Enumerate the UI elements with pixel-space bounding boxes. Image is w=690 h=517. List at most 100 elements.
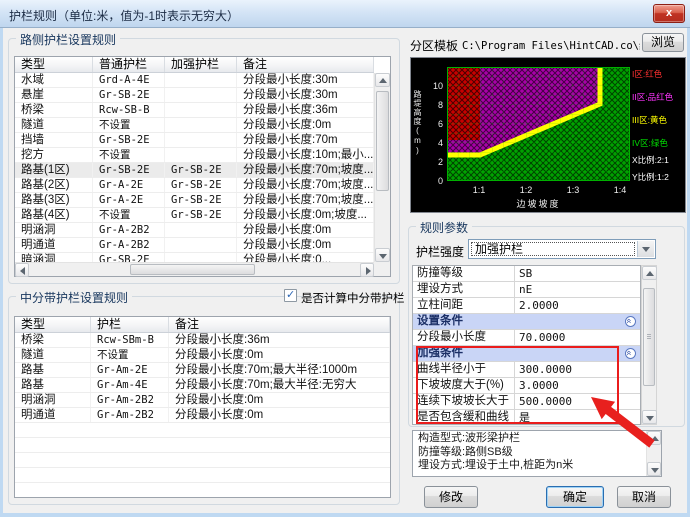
median-table-body: 桥梁 Rcw-SBm-B 分段最小长度:36m 隧道 不设置 分段最小长度:0m… [15,333,390,497]
scroll-up-button[interactable] [642,266,657,280]
arrow-down-icon [651,468,659,473]
cell-note: 分段最小长度:70m [237,133,374,147]
strength-dropdown[interactable]: 加强护栏 [468,239,656,259]
table-row[interactable]: 挡墙 Gr-SB-2E 分段最小长度:70m [15,133,374,148]
col-header-note[interactable]: 备注 [169,317,390,332]
scrollbar-thumb[interactable] [130,264,255,275]
collapse-icon[interactable]: « [625,316,636,327]
cell-note [169,438,390,452]
col-header-type[interactable]: 类型 [15,317,91,332]
table-row[interactable]: 路基(1区) Gr-SB-2E Gr-SB-2E 分段最小长度:70m;坡度..… [15,163,374,178]
table-row[interactable]: 桥梁 Rcw-SBm-B 分段最小长度:36m [15,333,390,348]
table-row[interactable]: 路基 Gr-Am-4E 分段最小长度:70m;最大半径:无穷大 [15,378,390,393]
scroll-down-button[interactable] [647,462,661,476]
scroll-down-button[interactable] [375,248,390,262]
table-row[interactable]: 明通道 Gr-Am-2B2 分段最小长度:0m [15,408,390,423]
table-row[interactable] [15,423,390,438]
cell-strong-rail [165,88,237,102]
col-header-rail[interactable]: 护栏 [91,317,169,332]
col-header-note[interactable]: 备注 [237,57,374,72]
browse-button[interactable]: 浏览 [642,33,684,52]
property-row[interactable]: 连续下坡坡长大于 500.0000 « [413,394,640,410]
table-row[interactable] [15,468,390,483]
grid-vscrollbar[interactable] [641,265,657,425]
scroll-right-button[interactable] [360,263,374,277]
property-name: 设置条件 [417,315,463,327]
x-axis-title: 边坡坡度 [516,199,561,209]
cell-normal-rail: Rcw-SB-B [93,103,165,117]
modify-button[interactable]: 修改 [424,486,478,508]
y-axis-title: 路堤高度(m) [413,90,422,156]
table-row[interactable] [15,453,390,468]
property-value: SB [519,267,533,280]
median-checkbox-label[interactable]: 是否计算中分带护栏 [301,293,405,305]
property-row[interactable]: 下坡坡度大于(%) 3.0000 « [413,378,640,394]
scroll-down-button[interactable] [642,410,657,424]
cell-strong-rail: Gr-SB-2E [165,163,237,177]
property-value: 2.0000 [519,299,559,312]
scrollbar-thumb[interactable] [643,288,655,386]
table-row[interactable]: 隧道 不设置 分段最小长度:0m [15,118,374,133]
dropdown-arrow-button[interactable] [637,241,654,257]
property-row[interactable]: 是否包含缓和曲线 是 « [413,410,640,424]
table-row[interactable]: 路基(3区) Gr-A-2E Gr-SB-2E 分段最小长度:70m;坡度... [15,193,374,208]
table-row[interactable]: 明涵洞 Gr-Am-2B2 分段最小长度:0m [15,393,390,408]
table-row[interactable]: 路基 Gr-Am-2E 分段最小长度:70m;最大半径:1000m [15,363,390,378]
property-row[interactable]: 加强条件 « [413,346,640,362]
roadside-hscrollbar[interactable] [15,262,374,277]
cell-strong-rail: Gr-SB-2E [165,193,237,207]
col-header-type[interactable]: 类型 [15,57,93,72]
table-row[interactable]: 路基(4区) 不设置 Gr-SB-2E 分段最小长度:0m;坡度... [15,208,374,223]
table-row[interactable]: 桥梁 Rcw-SB-B 分段最小长度:36m [15,103,374,118]
cancel-button[interactable]: 取消 [617,486,671,508]
table-row[interactable] [15,438,390,453]
property-value: nE [519,283,533,296]
table-row[interactable]: 水域 Grd-A-4E 分段最小长度:30m [15,73,374,88]
table-row[interactable] [15,483,390,497]
scroll-left-button[interactable] [15,263,29,277]
table-row[interactable]: 挖方 不设置 分段最小长度:10m;最小... [15,148,374,163]
property-row[interactable]: 埋设方式 nE « [413,282,640,298]
table-row[interactable]: 明涵洞 Gr-A-2B2 分段最小长度:0m [15,223,374,238]
description-vscrollbar[interactable] [646,431,661,476]
cell-rail: Gr-Am-4E [91,378,169,392]
property-row[interactable]: 防撞等级 SB « [413,266,640,282]
cell-note: 分段最小长度:0m;坡度... [237,208,374,222]
table-row[interactable]: 暗涵洞 Gr-SB-2E 分段最小长度:0... [15,253,374,262]
cell-normal-rail: 不设置 [93,148,165,162]
property-row[interactable]: 设置条件 « [413,314,640,330]
roadside-vscrollbar[interactable] [374,73,390,262]
median-checkbox[interactable]: ✓ [284,289,297,302]
chart-gridlines [447,67,630,181]
cell-note: 分段最小长度:70m;最大半径:无穷大 [169,378,390,392]
col-header-normal[interactable]: 普通护栏 [93,57,165,72]
property-value [463,314,640,329]
scroll-up-button[interactable] [375,73,390,87]
cell-strong-rail [165,238,237,252]
property-row[interactable]: 分段最小长度 70.0000 « [413,330,640,346]
property-grid: 防撞等级 SB « 埋设方式 nE « 立柱间距 2.0000 « 设置条件 « [412,265,641,425]
cell-type: 隧道 [15,118,93,132]
col-header-strong[interactable]: 加强护栏 [165,57,237,72]
scrollbar-thumb[interactable] [376,91,389,191]
table-row[interactable]: 明通道 Gr-A-2B2 分段最小长度:0m [15,238,374,253]
table-row[interactable]: 隧道 不设置 分段最小长度:0m [15,348,390,363]
close-button[interactable]: x [653,4,685,23]
y-axis-ticks: 10 8 6 4 2 0 [423,77,443,191]
property-row[interactable]: 曲线半径小于 300.0000 « [413,362,640,378]
cell-note [169,453,390,467]
x-tick-label: 1:4 [613,185,627,195]
template-label: 分区模板 [410,39,459,53]
collapse-icon[interactable]: « [625,348,636,359]
y-tick-label: 10 [432,81,443,91]
table-row[interactable]: 路基(2区) Gr-A-2E Gr-SB-2E 分段最小长度:70m;坡度... [15,178,374,193]
table-row[interactable]: 悬崖 Gr-SB-2E 分段最小长度:30m [15,88,374,103]
scroll-up-button[interactable] [647,431,661,445]
x-tick-label: 1:3 [566,185,580,195]
roadside-table: 类型 普通护栏 加强护栏 备注 水域 Grd-A-4E 分段最小长度:30m 悬… [14,56,391,277]
property-name: 连续下坡坡长大于 [413,394,515,409]
ok-button[interactable]: 确定 [546,486,604,508]
cell-type: 明涵洞 [15,223,93,237]
property-row[interactable]: 立柱间距 2.0000 « [413,298,640,314]
cell-type: 挖方 [15,148,93,162]
